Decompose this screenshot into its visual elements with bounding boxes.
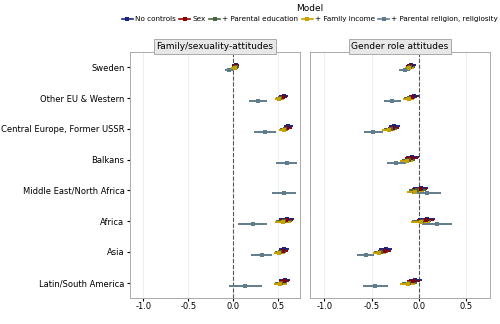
Title: Gender role attitudes: Gender role attitudes (352, 42, 448, 51)
Title: Family/sexuality-attitudes: Family/sexuality-attitudes (156, 42, 274, 51)
Legend: No controls, Sex, + Parental education, + Family income, + Parental religion, re: No controls, Sex, + Parental education, … (122, 4, 498, 22)
